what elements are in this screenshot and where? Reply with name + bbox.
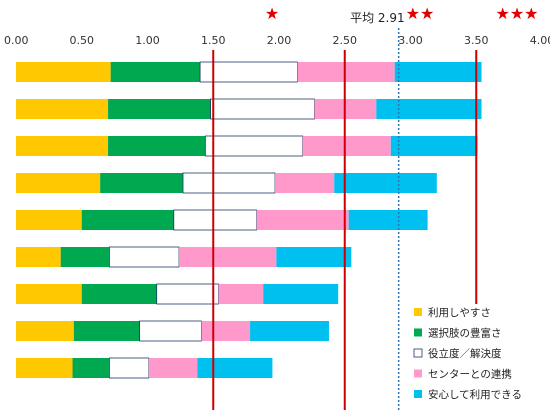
bar-row5-series1 xyxy=(16,210,82,230)
legend-label: 選択肢の豊富さ xyxy=(428,327,502,340)
x-tick-label: 4.00 xyxy=(530,34,550,47)
annotations-layer: 平均 2.91★ ★★ ★★★ xyxy=(265,4,539,25)
bar-row5-series3 xyxy=(173,209,258,231)
bar-row5-series5 xyxy=(348,210,428,230)
bar-row2-series5 xyxy=(376,99,482,119)
bar-row2-series3 xyxy=(210,98,315,120)
bar-row3-series2 xyxy=(108,136,206,156)
bar-row3-series3 xyxy=(204,135,304,157)
legend-swatch xyxy=(414,308,422,316)
legend-label: センターとの連携 xyxy=(428,368,512,381)
bar-row4-series5 xyxy=(334,173,437,193)
x-tick-label: 0.00 xyxy=(4,34,29,47)
bar-row6-series2 xyxy=(60,247,110,267)
bar-row5-series2 xyxy=(81,210,174,230)
legend-box xyxy=(408,304,544,412)
bar-row8-series1 xyxy=(16,321,74,341)
bar-row7-series1 xyxy=(16,284,82,304)
bar-row1-series3 xyxy=(199,61,298,83)
star-annotation-3: ★★★ xyxy=(495,4,538,23)
star-annotation-2: ★★ xyxy=(406,4,435,23)
x-tick-label: 3.50 xyxy=(464,34,489,47)
bar-row7-series2 xyxy=(81,284,157,304)
legend-swatch xyxy=(414,328,422,337)
x-tick-label: 1.00 xyxy=(135,34,160,47)
bar-row6-series5 xyxy=(276,247,352,267)
x-tick-label: 2.00 xyxy=(267,34,292,47)
bar-row4-series4 xyxy=(275,173,335,193)
bar-row5-series4 xyxy=(256,210,349,230)
bar-row1-series2 xyxy=(110,62,201,82)
bar-row7-series4 xyxy=(218,284,264,304)
bar-row6-series1 xyxy=(16,247,61,267)
bar-row9-series5 xyxy=(197,358,273,378)
legend-swatch xyxy=(414,369,422,378)
legend-swatch xyxy=(414,390,422,398)
average-annotation: 平均 2.91 xyxy=(350,11,405,25)
bar-row4-series1 xyxy=(16,173,101,193)
star-annotation-1: ★ xyxy=(265,4,279,23)
bar-row8-series4 xyxy=(201,321,251,341)
legend-label: 利用しやすさ xyxy=(428,307,491,319)
bar-row9-series1 xyxy=(16,358,73,378)
legend-swatch xyxy=(413,348,423,358)
bar-row2-series2 xyxy=(108,99,211,119)
bar-row4-series3 xyxy=(182,172,276,194)
bar-row3-series5 xyxy=(390,136,478,156)
bar-row7-series5 xyxy=(263,284,339,304)
x-axis-ticks: 0.00 0.50 1.00 1.50 2.00 2.50 3.00 3.50 4.00 xyxy=(4,34,550,47)
bar-row1-series1 xyxy=(16,62,111,82)
bar-row8-series3 xyxy=(139,320,202,342)
x-tick-label: 0.50 xyxy=(70,34,95,47)
bar-row1-series5 xyxy=(394,62,482,82)
bar-row6-series3 xyxy=(108,246,180,268)
bars-layer xyxy=(16,28,482,410)
bar-row4-series2 xyxy=(100,173,184,193)
legend-label: 安心して利用できる xyxy=(428,388,522,401)
bar-row3-series1 xyxy=(16,136,109,156)
bar-row8-series5 xyxy=(250,321,329,341)
bar-row9-series4 xyxy=(148,358,198,378)
bar-row2-series1 xyxy=(16,99,109,119)
x-tick-label: 1.50 xyxy=(201,34,226,47)
bar-row1-series4 xyxy=(297,62,395,82)
bar-row7-series3 xyxy=(156,283,219,305)
x-tick-label: 3.00 xyxy=(398,34,423,47)
legend-label: 役立度／解決度 xyxy=(428,347,502,360)
bar-row6-series4 xyxy=(179,247,277,267)
bar-row9-series3 xyxy=(108,357,150,379)
bar-row9-series2 xyxy=(72,358,110,378)
x-tick-label: 2.50 xyxy=(333,34,358,47)
bar-row8-series2 xyxy=(73,321,140,341)
bar-row3-series4 xyxy=(302,136,391,156)
